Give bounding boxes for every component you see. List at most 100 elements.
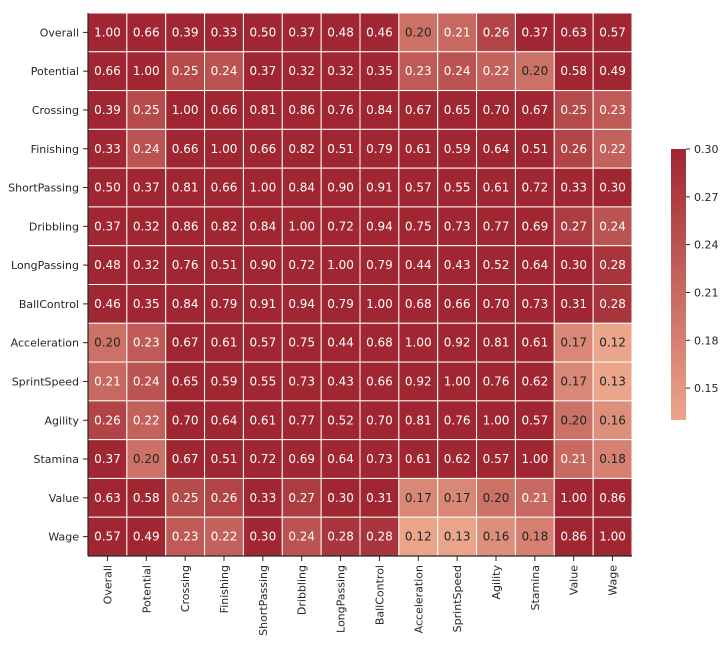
cell-value-label: 0.72 (249, 452, 276, 466)
heatmap-cell (514, 361, 555, 402)
colorbar-tick-label: 0.15 (694, 382, 719, 395)
cell-value-label: 0.33 (94, 142, 121, 156)
colorbar-tick-label: 0.27 (694, 191, 719, 204)
cell-value-label: 0.48 (94, 258, 121, 272)
heatmap-cell (553, 167, 594, 208)
heatmap-cell (165, 128, 206, 169)
cell-value-label: 0.64 (521, 258, 548, 272)
cell-value-label: 0.50 (249, 25, 276, 39)
cell-value-label: 0.67 (521, 103, 548, 117)
cell-value-label: 0.20 (521, 64, 548, 78)
cell-value-label: 0.17 (560, 374, 587, 388)
cell-value-label: 0.66 (366, 374, 393, 388)
cell-value-label: 0.63 (94, 491, 121, 505)
cell-value-label: 0.59 (211, 374, 238, 388)
heatmap-cell (242, 477, 283, 518)
cell-value-label: 0.22 (483, 64, 510, 78)
cell-value-label: 0.12 (405, 530, 432, 544)
cell-value-label: 0.66 (211, 103, 238, 117)
cell-value-label: 0.26 (560, 142, 587, 156)
cell-value-label: 0.86 (560, 530, 587, 544)
cell-value-label: 0.81 (172, 181, 199, 195)
cell-value-label: 0.18 (521, 530, 548, 544)
cell-value-label: 0.79 (366, 142, 393, 156)
cell-value-label: 0.61 (405, 452, 432, 466)
cell-value-label: 0.39 (94, 103, 121, 117)
cell-value-label: 0.24 (599, 219, 626, 233)
cell-value-label: 0.43 (327, 374, 354, 388)
cell-value-label: 0.65 (172, 374, 199, 388)
cell-value-label: 0.72 (327, 219, 354, 233)
cell-value-label: 0.37 (288, 25, 315, 39)
cell-value-label: 0.86 (599, 491, 626, 505)
y-tick-label: Stamina (33, 453, 79, 466)
heatmap-cell (320, 245, 361, 285)
heatmap-cell (437, 12, 478, 53)
heatmap-cell (592, 128, 633, 169)
heatmap-cell (359, 206, 400, 247)
cell-value-label: 0.73 (366, 452, 393, 466)
cell-value-label: 0.20 (560, 413, 587, 427)
heatmap-cell (320, 516, 361, 557)
x-tick-label: Overall (101, 565, 114, 604)
heatmap-cell (281, 322, 322, 363)
cell-value-label: 0.66 (172, 142, 199, 156)
heatmap-cell (398, 516, 439, 557)
heatmap-cell (437, 284, 478, 324)
heatmap-cell-labels: 1.00 0.66 0.39 0.33 0.50 0.37 0.48 0.46 0.20 0.21… (94, 25, 626, 543)
cell-value-label: 0.24 (288, 530, 315, 544)
heatmap-cell (87, 245, 128, 285)
heatmap-cell (165, 322, 206, 363)
heatmap-cell (242, 128, 283, 169)
cell-value-label: 0.75 (405, 219, 432, 233)
heatmap-cell (592, 322, 633, 363)
cell-value-label: 0.24 (133, 374, 160, 388)
heatmap-cell (204, 206, 244, 247)
heatmap-cell (592, 477, 633, 518)
cell-value-label: 0.76 (172, 258, 199, 272)
heatmap-cell (437, 477, 478, 518)
heatmap-cell (514, 206, 555, 247)
cell-value-label: 0.61 (405, 142, 432, 156)
heatmap-cell (398, 128, 439, 169)
heatmap-cell (126, 12, 167, 53)
cell-value-label: 0.44 (327, 336, 354, 350)
cell-value-label: 0.21 (94, 374, 121, 388)
cell-value-label: 0.37 (94, 452, 121, 466)
cell-value-label: 0.66 (211, 181, 238, 195)
x-tick-label: Stamina (529, 565, 542, 611)
cell-value-label: 0.30 (249, 530, 276, 544)
y-tick-label: Overall (40, 26, 79, 39)
cell-value-label: 0.30 (327, 491, 354, 505)
cell-value-label: 0.25 (172, 64, 199, 78)
heatmap-cell (514, 128, 555, 169)
heatmap-cell (204, 51, 244, 92)
heatmap-cell (592, 516, 633, 557)
cell-value-label: 0.43 (444, 258, 471, 272)
colorbar-tick-label: 0.21 (694, 286, 719, 299)
cell-value-label: 0.20 (405, 25, 432, 39)
heatmap-cell (476, 400, 516, 441)
cell-value-label: 0.23 (133, 336, 160, 350)
heatmap-cell (281, 12, 322, 53)
heatmap-cell (204, 322, 244, 363)
cell-value-label: 0.70 (172, 413, 199, 427)
y-tick-label: Wage (48, 531, 79, 544)
heatmap-cell (553, 361, 594, 402)
x-tick-label: Agility (490, 565, 503, 600)
heatmap-cell (398, 400, 439, 441)
heatmap-cell (553, 128, 594, 169)
heatmap-cell (359, 51, 400, 92)
cell-value-label: 0.58 (133, 491, 160, 505)
cell-value-label: 1.00 (560, 491, 587, 505)
cell-value-label: 0.72 (521, 181, 548, 195)
cell-value-label: 0.17 (444, 491, 471, 505)
y-tick-label: Crossing (32, 104, 79, 117)
heatmap-cell (592, 245, 633, 285)
x-tick-label: Acceleration (412, 565, 425, 633)
heatmap-cell (398, 322, 439, 363)
cell-value-label: 0.32 (133, 258, 160, 272)
cell-value-label: 0.76 (483, 374, 510, 388)
cell-value-label: 0.28 (327, 530, 354, 544)
cell-value-label: 0.28 (599, 297, 626, 311)
